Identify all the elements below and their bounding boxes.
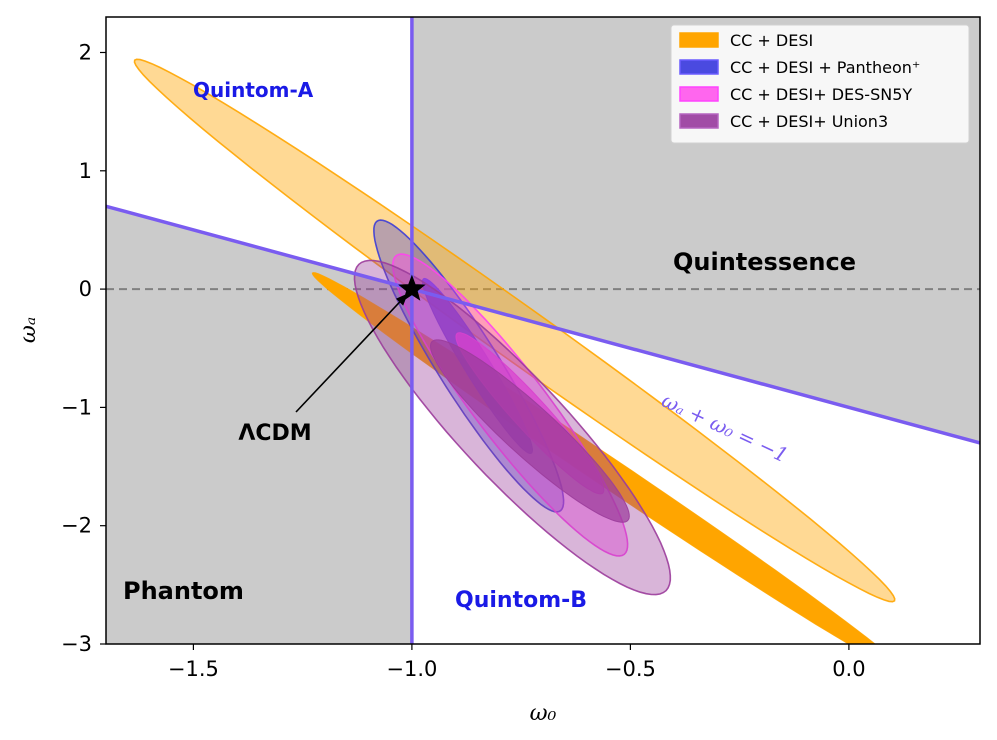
lcdm-arrow bbox=[295, 292, 409, 413]
legend-label: CC + DESI bbox=[730, 31, 813, 50]
region-label-quintom-a: Quintom-A bbox=[193, 78, 314, 102]
contour-0-2sigma bbox=[133, 58, 896, 603]
y-ticks: 2 1 0 −1 −2 −3 bbox=[61, 40, 106, 656]
y-tick-label: −1 bbox=[61, 395, 92, 419]
contour-3-1sigma bbox=[429, 339, 630, 523]
y-axis-label: ωₐ bbox=[16, 317, 41, 343]
x-tick-label: 0.0 bbox=[832, 657, 865, 681]
x-axis-label: ω₀ bbox=[530, 701, 557, 726]
region-label-phantom: Phantom bbox=[123, 577, 244, 605]
plot-frame bbox=[105, 16, 981, 645]
legend-label: CC + DESI+ DES-SN5Y bbox=[730, 85, 912, 104]
y-tick-label: 1 bbox=[79, 159, 92, 183]
region-label-quintom-b: Quintom-B bbox=[455, 588, 587, 613]
legend-swatch bbox=[679, 86, 719, 102]
lcdm-star-marker bbox=[398, 274, 426, 301]
x-tick-label: −1.5 bbox=[168, 657, 219, 681]
series-3 bbox=[353, 259, 672, 596]
y-tick-label: 0 bbox=[79, 277, 92, 301]
x-tick-label: −1.0 bbox=[386, 657, 437, 681]
region-label-quintessence: Quintessence bbox=[673, 248, 856, 276]
legend: CC + DESI CC + DESI + Pantheon⁺ CC + DESI+… bbox=[670, 24, 970, 144]
contours-group bbox=[133, 58, 896, 644]
legend-swatch bbox=[679, 32, 719, 48]
legend-box bbox=[670, 24, 970, 144]
wa-plus-w0-line bbox=[106, 204, 980, 445]
y-tick-label: 2 bbox=[79, 40, 92, 64]
y-tick-label: −2 bbox=[61, 514, 92, 538]
phantom-region bbox=[106, 206, 412, 644]
y-tick-label: −3 bbox=[61, 632, 92, 656]
lcdm-label: ΛCDM bbox=[238, 421, 311, 446]
x-ticks: −1.5 −1.0 −0.5 0.0 bbox=[168, 644, 866, 681]
legend-label: CC + DESI + Pantheon⁺ bbox=[730, 58, 920, 77]
x-tick-label: −0.5 bbox=[605, 657, 656, 681]
legend-label: CC + DESI+ Union3 bbox=[730, 112, 888, 131]
legend-swatch bbox=[679, 59, 719, 75]
legend-swatch bbox=[679, 113, 719, 129]
